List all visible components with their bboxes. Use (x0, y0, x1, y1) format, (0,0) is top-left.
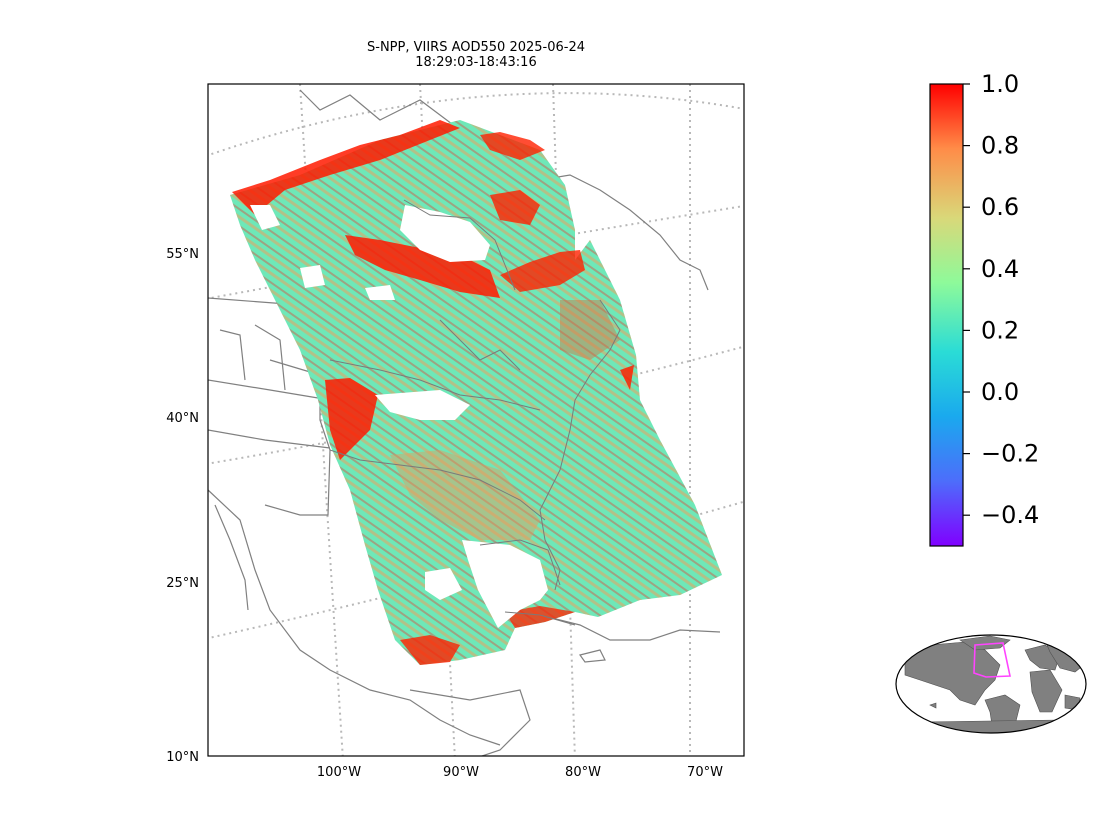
inset-land (904, 635, 1086, 733)
lon-label-80w: 80°W (565, 765, 601, 780)
lat-label-55: 55°N (166, 247, 199, 262)
lon-label-70w: 70°W (687, 765, 723, 780)
lon-label-100w: 100°W (317, 765, 361, 780)
lat-label-25: 25°N (166, 576, 199, 591)
lon-labels: 100°W 90°W 80°W 70°W (317, 765, 723, 780)
inset-swath-box (973, 642, 1011, 678)
map-frame (207, 83, 745, 757)
aod-swath (230, 120, 722, 665)
colorbar-ticks: 1.0 0.8 0.6 0.4 0.2 0.0 −0.2 −0.4 (963, 70, 1039, 529)
lat-labels: 55°N 40°N 25°N 10°N (166, 247, 199, 765)
colorbar-tick-label: 0.8 (981, 132, 1019, 160)
map-panel (208, 84, 744, 756)
inset-globe-outline (895, 634, 1087, 734)
colorbar-tick-label: −0.4 (981, 501, 1039, 529)
title-line-1: S-NPP, VIIRS AOD550 2025-06-24 (367, 40, 585, 55)
coastlines-overlay (329, 199, 621, 626)
lat-label-40: 40°N (166, 411, 199, 426)
colorbar-tick-label: 1.0 (981, 70, 1019, 98)
colorbar-gradient (929, 83, 964, 547)
title-line-2: 18:29:03-18:43:16 (415, 55, 537, 70)
colorbar-tick-label: −0.2 (981, 440, 1039, 468)
inset-globe (895, 634, 1087, 734)
colorbar-tick-label: 0.0 (981, 378, 1019, 406)
colorbar-tick-label: 0.4 (981, 255, 1019, 283)
lat-label-10: 10°N (166, 750, 199, 765)
colorbar-tick-label: 0.6 (981, 193, 1019, 221)
colorbar: 1.0 0.8 0.6 0.4 0.2 0.0 −0.2 −0.4 (929, 70, 1039, 547)
colorbar-tick-label: 0.2 (981, 316, 1019, 344)
map-title: S-NPP, VIIRS AOD550 2025-06-24 18:29:03-… (208, 40, 744, 70)
lon-label-90w: 90°W (443, 765, 479, 780)
